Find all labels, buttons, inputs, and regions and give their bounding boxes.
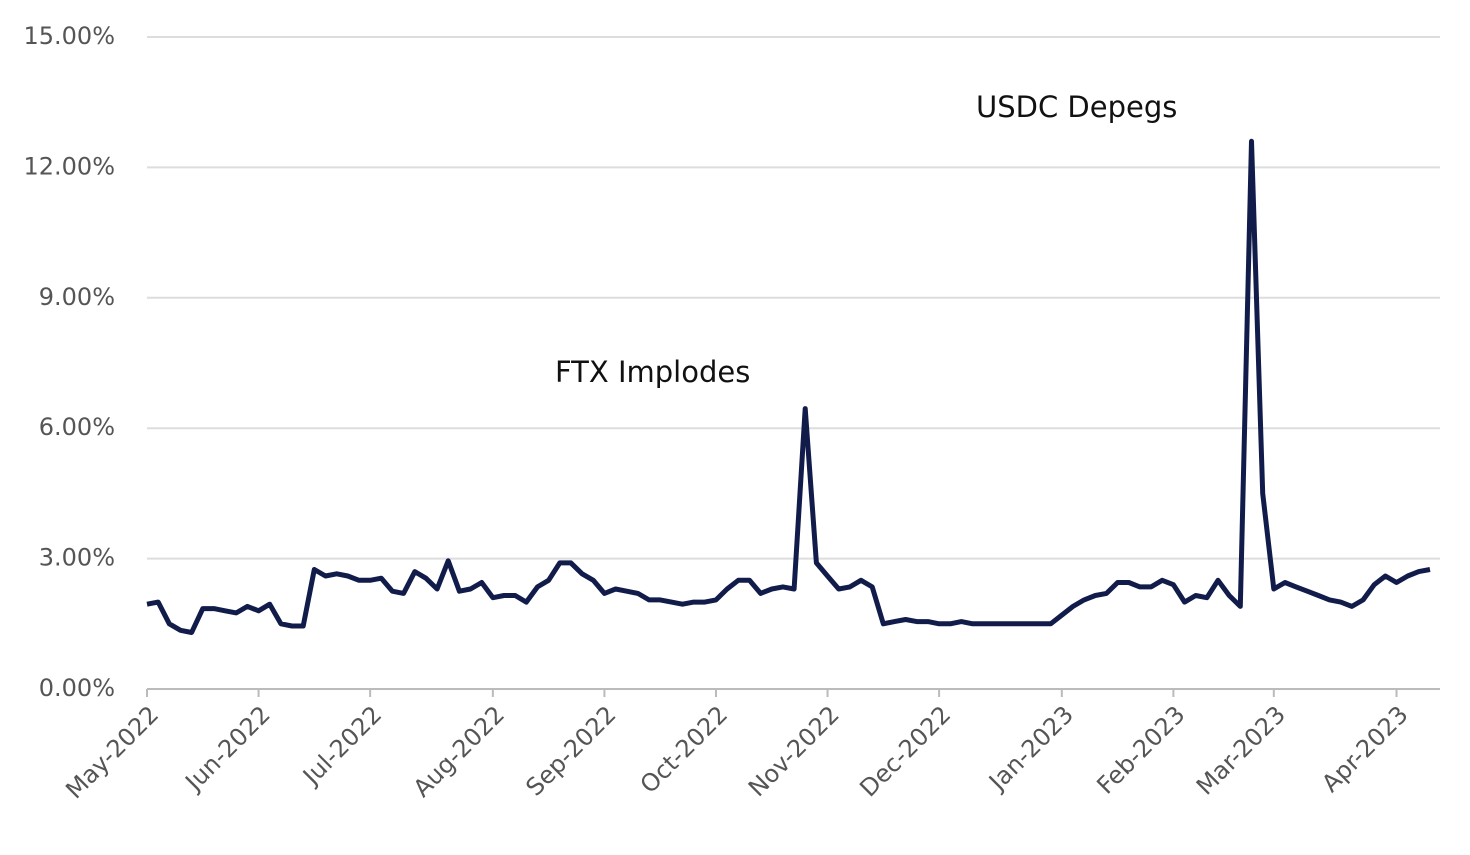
x-tick-label: Feb-2023 (1091, 700, 1190, 799)
x-tick-label: May-2022 (60, 700, 164, 804)
y-tick-label: 15.00% (23, 22, 115, 50)
x-tick-label: Jul-2022 (296, 700, 387, 791)
y-tick-label: 12.00% (23, 152, 115, 180)
x-tick-label: Aug-2022 (408, 700, 510, 802)
line (146, 138, 1431, 635)
x-tick-label: Oct-2022 (635, 700, 733, 798)
x-tick-label: Sep-2022 (521, 700, 622, 801)
annotation: USDC Depegs (976, 90, 1177, 124)
y-tick-label: 6.00% (39, 413, 115, 441)
annotation: FTX Implodes (555, 355, 750, 389)
x-tick-label: Nov-2022 (743, 700, 845, 802)
x-tick-label: Mar-2023 (1191, 700, 1291, 800)
x-tick-label: Jun-2022 (179, 700, 276, 797)
y-tick-label: 9.00% (39, 283, 115, 311)
x-tick-label: Apr-2023 (1316, 700, 1413, 797)
x-tick-label: Dec-2022 (854, 700, 956, 802)
y-tick-label: 3.00% (39, 544, 115, 572)
x-tick-label: Jan-2023 (982, 700, 1079, 797)
y-tick-label: 0.00% (39, 674, 115, 702)
